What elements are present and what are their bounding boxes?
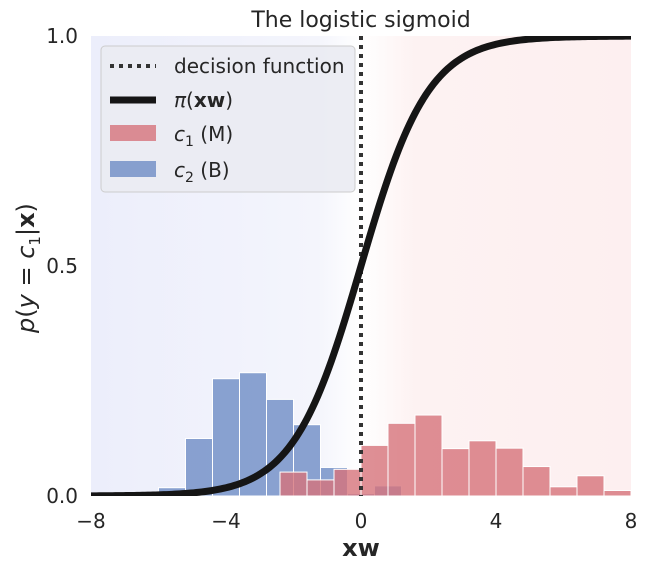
sigmoid-curve [91, 36, 631, 496]
legend-label-decision: decision function [174, 54, 345, 78]
c1-bar-10 [549, 486, 578, 496]
legend-frame [100, 45, 356, 193]
c2-histogram [158, 372, 402, 496]
y-tick-label: 0.5 [46, 254, 78, 278]
c1-histogram [279, 414, 631, 496]
x-tick-label: −8 [76, 509, 105, 533]
x-axis-ticks: −8 −4 0 4 8 [76, 509, 637, 533]
chart-title: The logistic sigmoid [250, 8, 470, 33]
y-axis-ticks: 0.0 0.5 1.0 [46, 24, 78, 508]
legend: decision function π(xw) c1 (M) c2 (B) [100, 45, 356, 193]
c1-bar-1 [306, 479, 335, 496]
legend-label-sigmoid: π(xw) [174, 88, 233, 112]
c1-bar-7 [468, 440, 497, 496]
legend-label-c2: c2 (B) [174, 158, 230, 186]
x-tick-label: 4 [490, 509, 503, 533]
x-axis-label: xw [342, 534, 380, 562]
c1-bar-4 [387, 422, 416, 496]
c1-bar-12 [603, 489, 631, 496]
legend-label-c1: c1 (M) [174, 122, 233, 150]
c1-bar-8 [495, 447, 524, 496]
x-tick-label: 0 [355, 509, 368, 533]
c1-bar-0 [279, 471, 308, 496]
c2-bar-3 [212, 378, 240, 496]
c1-bar-5 [414, 414, 443, 496]
c1-bar-11 [576, 475, 605, 496]
legend-swatch-c2 [110, 161, 156, 177]
c1-bar-9 [522, 466, 551, 496]
x-tick-label: 8 [625, 509, 638, 533]
c1-bar-3 [360, 444, 389, 496]
y-axis-label: p(y = c1|x) [12, 203, 44, 334]
c1-bar-6 [441, 448, 470, 496]
y-tick-label: 1.0 [46, 24, 78, 48]
c1-bar-2 [333, 468, 362, 496]
x-tick-label: −4 [211, 509, 240, 533]
c2-bar-2 [185, 438, 213, 496]
legend-swatch-c1 [110, 125, 156, 141]
y-tick-label: 0.0 [46, 484, 78, 508]
